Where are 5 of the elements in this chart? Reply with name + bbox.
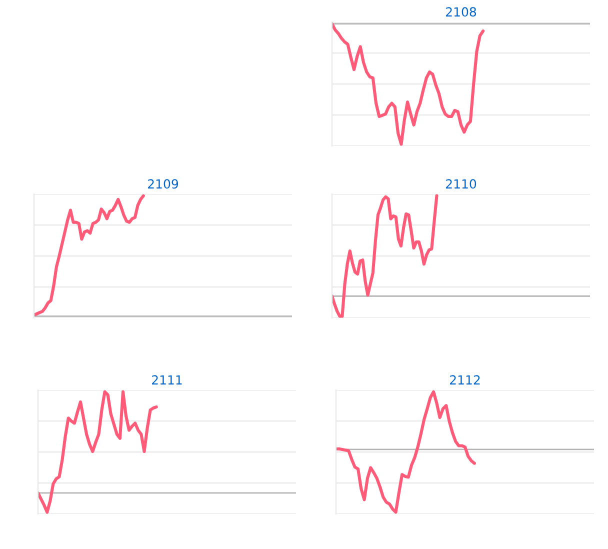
chart-title: 2109 [148,179,178,189]
chart-title: 2108 [446,7,476,17]
chart-title: 2110 [446,179,476,189]
chart-title: 2111 [152,375,182,384]
chart-title: 2112 [450,375,480,384]
